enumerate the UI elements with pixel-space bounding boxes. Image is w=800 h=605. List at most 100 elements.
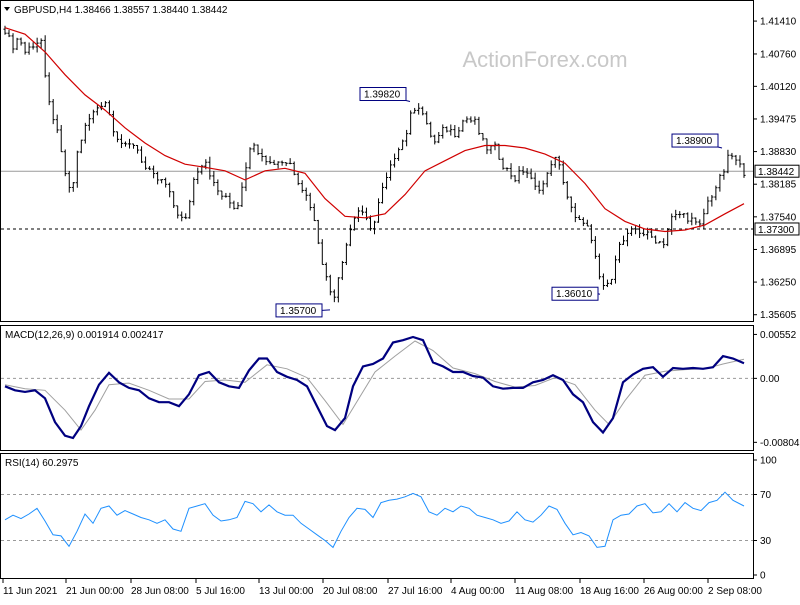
x-tick-label: 2 Sep 08:00 xyxy=(708,586,762,597)
price-bar xyxy=(143,156,148,170)
price-bar xyxy=(27,42,31,55)
price-bar xyxy=(344,242,348,266)
price-panel-frame xyxy=(0,0,754,322)
price-bar xyxy=(308,192,312,211)
x-tick-label: 4 Aug 00:00 xyxy=(451,586,505,597)
price-bar xyxy=(152,165,156,179)
x-tick: 28 Jun 08:00 xyxy=(130,579,189,597)
price-annotation: 1.39820 xyxy=(359,87,411,102)
price-bar xyxy=(557,155,561,170)
price-bar xyxy=(352,216,357,231)
x-tick: 5 Jul 16:00 xyxy=(195,579,245,597)
price-bar xyxy=(244,162,248,192)
price-bar xyxy=(103,101,108,108)
price-bar xyxy=(613,255,618,284)
price-bar xyxy=(485,138,489,155)
price-bar xyxy=(131,143,136,149)
current-price-value: 1.38442 xyxy=(758,167,795,178)
support-level-label: 1.37300 xyxy=(754,222,800,236)
y-tick-label: 30 xyxy=(760,536,772,547)
price-bar xyxy=(405,129,409,147)
x-tick-label: 5 Jul 16:00 xyxy=(196,586,245,597)
price-bar xyxy=(356,207,361,223)
price-bar xyxy=(232,200,236,210)
y-tick: 1.40760 xyxy=(753,49,797,60)
price-bar xyxy=(376,198,381,223)
price-bar xyxy=(609,278,614,285)
price-bar xyxy=(641,228,646,237)
price-bar xyxy=(686,212,690,224)
y-tick: 1.40120 xyxy=(753,82,797,93)
price-bar xyxy=(135,144,140,154)
price-bar xyxy=(461,119,465,132)
price-bar xyxy=(7,30,11,38)
price-bar xyxy=(260,148,264,162)
x-tick: 4 Aug 00:00 xyxy=(450,579,505,597)
price-bar xyxy=(312,203,316,222)
price-bar xyxy=(738,155,742,168)
price-bar xyxy=(714,185,718,201)
price-bar xyxy=(320,239,324,265)
price-bar xyxy=(95,105,99,116)
y-tick-label: 1.38185 xyxy=(760,180,797,191)
y-tick-label: 0.00 xyxy=(760,374,780,385)
price-bar xyxy=(19,37,23,46)
price-bar xyxy=(79,139,83,154)
price-bar xyxy=(368,215,373,231)
price-annotation: 1.35700 xyxy=(275,303,331,318)
price-bar xyxy=(437,132,441,144)
price-bar xyxy=(196,167,200,185)
price-bar xyxy=(497,143,501,160)
price-bar xyxy=(236,202,240,210)
price-bar xyxy=(445,126,449,133)
macd-line xyxy=(4,335,745,440)
price-bar xyxy=(517,166,521,184)
time-x-axis: 11 Jun 2021 21 Jun 00:00 28 Jun 08:00 5 Jul… xyxy=(2,579,762,597)
price-bar xyxy=(601,273,606,290)
price-bar xyxy=(396,147,401,161)
current-price-label: 1.38442 xyxy=(754,164,800,178)
price-bar xyxy=(392,153,397,168)
dropdown-arrow-icon[interactable] xyxy=(4,7,10,11)
y-tick: 1.35605 xyxy=(753,310,797,321)
price-bar xyxy=(59,124,63,153)
y-tick: 100 xyxy=(753,456,777,467)
price-bar xyxy=(605,279,610,288)
y-tick-label: 1.38830 xyxy=(760,147,797,158)
price-bar xyxy=(328,274,332,296)
price-bar xyxy=(682,213,686,218)
x-tick-label: 26 Aug 00:00 xyxy=(644,586,703,597)
y-tick: 1.36250 xyxy=(753,278,797,289)
price-bar xyxy=(433,134,437,145)
price-bar xyxy=(561,160,565,185)
y-tick-label: 100 xyxy=(760,456,777,467)
price-bar xyxy=(15,37,19,51)
price-bar xyxy=(541,180,545,195)
macd-signal-line xyxy=(4,340,745,431)
x-tick: 21 Jun 00:00 xyxy=(65,579,124,597)
price-bar xyxy=(421,106,425,116)
x-tick: 11 Jun 2021 xyxy=(2,579,58,597)
price-bar xyxy=(581,217,585,227)
price-bar xyxy=(457,126,461,139)
price-bar xyxy=(324,262,328,281)
price-bar xyxy=(272,159,276,165)
price-bar xyxy=(176,205,180,219)
price-bar xyxy=(228,192,232,209)
macd-panel-frame xyxy=(0,325,754,451)
y-tick: 1.39475 xyxy=(753,114,797,125)
price-bar xyxy=(55,114,59,134)
price-bar xyxy=(336,277,340,303)
price-bar xyxy=(23,41,27,55)
price-bar xyxy=(280,160,284,166)
price-bar xyxy=(31,42,35,50)
price-bar xyxy=(164,177,168,188)
price-bar xyxy=(505,167,509,172)
price-bar xyxy=(184,213,188,220)
price-bar xyxy=(83,122,87,144)
price-bar xyxy=(360,205,365,216)
price-bars xyxy=(3,25,746,303)
y-tick-label: -0.00804 xyxy=(760,438,800,449)
price-bar xyxy=(441,124,445,139)
